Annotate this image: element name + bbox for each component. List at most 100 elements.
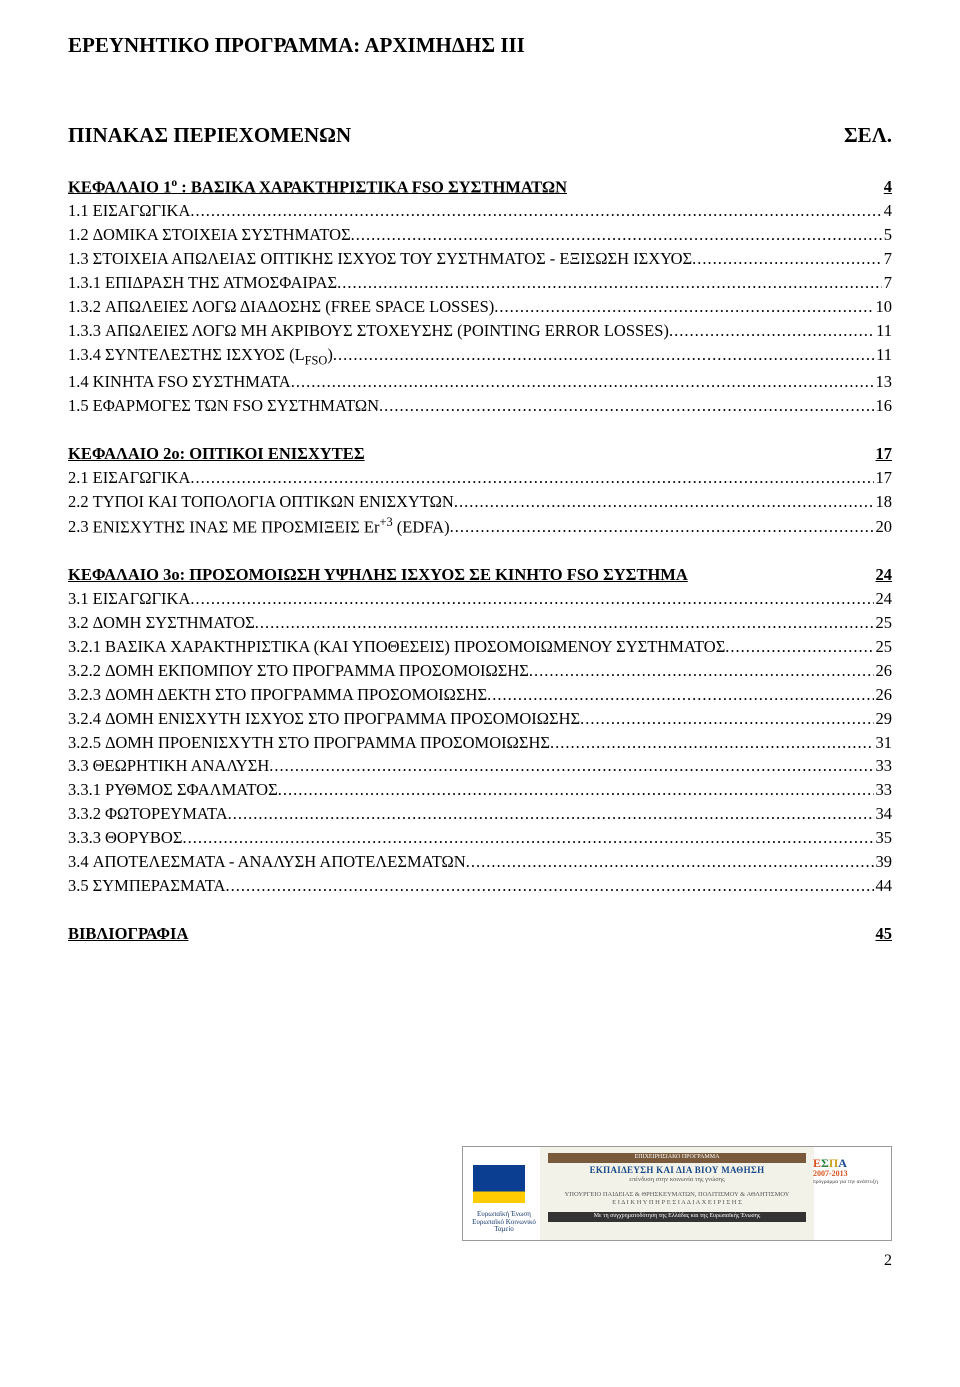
toc-entry: 3.3.1 ΡΥΘΜΟΣ ΣΦΑΛΜΑΤΟΣ33 (68, 778, 892, 802)
toc-entry-page: 24 (876, 587, 893, 611)
toc-leader-dots (487, 683, 873, 707)
toc-entry-number: 1.4 (68, 370, 89, 394)
toc-entry-number: 1.3.2 (68, 295, 101, 319)
chapter-title-text: ΚΕΦΑΛΑΙΟ 2ο: ΟΠΤΙΚΟΙ ΕΝΙΣΧΥΤΕΣ (68, 442, 365, 466)
toc-entry-number: 2.3 (68, 515, 89, 539)
footer-middle: ΕΠΙΧΕΙΡΗΣΙΑΚΟ ΠΡΟΓΡΑΜΜΑ ΕΚΠΑΙΔΕΥΣΗ ΚΑΙ Δ… (548, 1153, 806, 1222)
toc-entry-text: ΔΟΜΗ ΔΕΚΤΗ ΣΤΟ ΠΡΟΓΡΑΜΜΑ ΠΡΟΣΟΜΟΙΩΣΗΣ (105, 683, 487, 707)
toc-entry-number: 3.3 (68, 754, 89, 778)
toc-title: ΠΙΝΑΚΑΣ ΠΕΡΙΕΧΟΜΕΝΩΝ (68, 120, 351, 150)
toc-entry: 1.4 ΚΙΝΗΤΑ FSO ΣΥΣΤΗΜΑΤΑ 13 (68, 370, 892, 394)
toc-entry-text: ΔΟΜΗ ΣΥΣΤΗΜΑΤΟΣ (93, 611, 255, 635)
toc-entry-page: 33 (876, 778, 893, 802)
toc-entry-page: 7 (884, 271, 892, 295)
toc-title-page-label: ΣΕΛ. (844, 120, 892, 150)
toc-leader-dots (379, 394, 873, 418)
toc-entry-text: ΕΙΣΑΓΩΓΙΚΑ (93, 199, 191, 223)
toc-entry-text: ΔΟΜΗ ΕΚΠΟΜΠΟΥ ΣΤΟ ΠΡΟΓΡΑΜΜΑ ΠΡΟΣΟΜΟΙΩΣΗΣ (105, 659, 529, 683)
espa-sub: πρόγραμμα για την ανάπτυξη (813, 1179, 883, 1185)
toc-entry: 2.3 ΕΝΙΣΧΥΤΗΣ ΙΝΑΣ ΜΕ ΠΡΟΣΜΙΞΕΙΣ Er+3 (E… (68, 514, 892, 539)
bibliography-row: ΒΙΒΛΙΟΓΡΑΦΙΑ 45 (68, 922, 892, 946)
footer-cofund: Με τη συγχρηματοδότηση της Ελλάδας και τ… (548, 1212, 806, 1222)
footer-prog-title: ΕΚΠΑΙΔΕΥΣΗ ΚΑΙ ΔΙΑ ΒΙΟΥ ΜΑΘΗΣΗ (548, 1165, 806, 1177)
eu-line2: Ευρωπαϊκό Κοινωνικό Ταμείο (469, 1219, 539, 1234)
toc-entry-number: 3.2.1 (68, 635, 101, 659)
toc-entry-page: 44 (876, 874, 893, 898)
eu-flag-label: Ευρωπαϊκή Ένωση Ευρωπαϊκό Κοινωνικό Ταμε… (469, 1211, 539, 1234)
toc-entry-text: ΔΟΜΗ ΠΡΟΕΝΙΣΧΥΤΗ ΣΤΟ ΠΡΟΓΡΑΜΜΑ ΠΡΟΣΟΜΟΙΩ… (105, 731, 550, 755)
toc-entry: 2.1 ΕΙΣΑΓΩΓΙΚΑ17 (68, 466, 892, 490)
toc-leader-dots (190, 466, 873, 490)
toc-entry-page: 25 (876, 635, 893, 659)
toc-entry-number: 3.2.4 (68, 707, 101, 731)
toc-entry-page: 25 (876, 611, 893, 635)
chapter-page: 4 (884, 175, 892, 199)
toc-entry-page: 13 (876, 370, 893, 394)
toc-entry-text: ΒΑΣΙΚΑ ΧΑΡΑΚΤΗΡΙΣΤΙΚΑ (ΚΑΙ ΥΠΟΘΕΣΕΙΣ) ΠΡ… (105, 635, 725, 659)
toc-leader-dots (454, 490, 874, 514)
page-number: 2 (68, 1249, 892, 1272)
toc-entry-number: 3.2.2 (68, 659, 101, 683)
toc-entry-text: ΑΠΩΛΕΙΕΣ ΛΟΓΩ ΔΙΑΔΟΣΗΣ (FREE SPACE LOSSE… (105, 295, 494, 319)
toc-entry-page: 26 (876, 659, 893, 683)
toc-entry: 3.2 ΔΟΜΗ ΣΥΣΤΗΜΑΤΟΣ25 (68, 611, 892, 635)
toc-entry: 1.1 ΕΙΣΑΓΩΓΙΚΑ4 (68, 199, 892, 223)
toc-entry-number: 1.2 (68, 223, 89, 247)
toc-entry-text: ΕΙΣΑΓΩΓΙΚΑ (93, 587, 191, 611)
toc-leader-dots (550, 731, 873, 755)
toc-entry-page: 39 (876, 850, 893, 874)
toc-entry-number: 3.3.2 (68, 802, 101, 826)
toc-leader-dots (278, 778, 874, 802)
toc-entry-number: 1.3.1 (68, 271, 101, 295)
toc-entry-text: ΕΙΣΑΓΩΓΙΚΑ (93, 466, 191, 490)
toc-entry-text: ΑΠΩΛΕΙΕΣ ΛΟΓΩ ΜΗ ΑΚΡΙΒΟΥΣ ΣΤΟΧΕΥΣΗΣ (POI… (105, 319, 669, 343)
footer-prog-sub: επένδυση στην κοινωνία της γνώσης (548, 1176, 806, 1184)
toc-entry-number: 1.3.4 (68, 343, 101, 367)
toc-leader-dots (182, 826, 873, 850)
footer-ministry: ΥΠΟΥΡΓΕΙΟ ΠΑΙΔΕΙΑΣ & ΘΡΗΣΚΕΥΜΑΤΩΝ, ΠΟΛΙΤ… (548, 1191, 806, 1199)
toc-entry: 1.2 ΔΟΜΙΚΑ ΣΤΟΙΧΕΙΑ ΣΥΣΤΗΜΑΤΟΣ5 (68, 223, 892, 247)
toc-entry: 3.3.3 ΘΟΡΥΒΟΣ35 (68, 826, 892, 850)
chapter-title-text: ΚΕΦΑΛΑΙΟ 1ο : ΒΑΣΙΚΑ ΧΑΡΑΚΤΗΡΙΣΤΙΚΑ FSO … (68, 175, 567, 199)
toc-entry: 1.3 ΣΤΟΙΧΕΙΑ ΑΠΩΛΕΙΑΣ ΟΠΤΙΚΗΣ ΙΣΧΥΟΣ ΤΟΥ… (68, 247, 892, 271)
page-footer: Ευρωπαϊκή Ένωση Ευρωπαϊκό Κοινωνικό Ταμε… (68, 1146, 892, 1241)
footer-prog-bar: ΕΠΙΧΕΙΡΗΣΙΑΚΟ ΠΡΟΓΡΑΜΜΑ (548, 1153, 806, 1163)
toc-leader-dots (494, 295, 873, 319)
toc-entry-number: 3.3.3 (68, 826, 101, 850)
toc-entry: 3.2.1 ΒΑΣΙΚΑ ΧΑΡΑΚΤΗΡΙΣΤΙΚΑ (ΚΑΙ ΥΠΟΘΕΣΕ… (68, 635, 892, 659)
toc-leader-dots (190, 199, 881, 223)
toc-leader-dots (225, 874, 873, 898)
toc-entry-page: 34 (876, 802, 893, 826)
toc-leader-dots (291, 370, 874, 394)
toc-entry-page: 20 (876, 515, 893, 539)
toc-leader-dots (466, 850, 874, 874)
toc-leader-dots (692, 247, 882, 271)
chapter-title-text: ΚΕΦΑΛΑΙΟ 3ο: ΠΡΟΣΟΜΟΙΩΣΗ ΥΨΗΛΗΣ ΙΣΧΥΟΣ Σ… (68, 563, 688, 587)
toc-entry-text: ΣΤΟΙΧΕΙΑ ΑΠΩΛΕΙΑΣ ΟΠΤΙΚΗΣ ΙΣΧΥΟΣ ΤΟΥ ΣΥΣ… (93, 247, 692, 271)
toc-entry-page: 7 (884, 247, 892, 271)
toc-entry-page: 11 (876, 319, 892, 343)
chapter-title: ΚΕΦΑΛΑΙΟ 1ο : ΒΑΣΙΚΑ ΧΑΡΑΚΤΗΡΙΣΤΙΚΑ FSO … (68, 175, 892, 199)
toc-entry-text: ΚΙΝΗΤΑ FSO ΣΥΣΤΗΜΑΤΑ (93, 370, 291, 394)
toc-entry-number: 1.5 (68, 394, 89, 418)
toc-entry: 3.3.2 ΦΩΤΟΡΕΥΜΑΤΑ34 (68, 802, 892, 826)
toc-entry-text: ΣΥΝΤΕΛΕΣΤΗΣ ΙΣΧΥΟΣ (LFSO) (105, 343, 333, 370)
toc-entry: 1.3.2 ΑΠΩΛΕΙΕΣ ΛΟΓΩ ΔΙΑΔΟΣΗΣ (FREE SPACE… (68, 295, 892, 319)
toc-entry: 1.3.4 ΣΥΝΤΕΛΕΣΤΗΣ ΙΣΧΥΟΣ (LFSO) 11 (68, 343, 892, 370)
chapter-page: 17 (876, 442, 893, 466)
toc-entry-page: 26 (876, 683, 893, 707)
toc-entry-page: 11 (876, 343, 892, 367)
toc-leader-dots (351, 223, 882, 247)
toc-entry-page: 33 (876, 754, 893, 778)
toc-entry-text: ΤΥΠΟΙ ΚΑΙ ΤΟΠΟΛΟΓΙΑ ΟΠΤΙΚΩΝ ΕΝΙΣΧΥΤΩΝ (93, 490, 454, 514)
toc-leader-dots (580, 707, 873, 731)
toc-entry-text: ΕΠΙΔΡΑΣΗ ΤΗΣ ΑΤΜΟΣΦΑΙΡΑΣ (105, 271, 337, 295)
toc-entry-text: ΕΦΑΡΜΟΓΕΣ ΤΩΝ FSO ΣΥΣΤΗΜΑΤΩΝ (93, 394, 379, 418)
toc-leader-dots (255, 611, 874, 635)
toc-entry-number: 2.2 (68, 490, 89, 514)
toc-entry-page: 5 (884, 223, 892, 247)
toc-entry-text: ΕΝΙΣΧΥΤΗΣ ΙΝΑΣ ΜΕ ΠΡΟΣΜΙΞΕΙΣ Er+3 (EDFA) (93, 514, 450, 539)
toc-entry-number: 3.2.3 (68, 683, 101, 707)
toc-leader-dots (269, 754, 873, 778)
toc-entry-page: 10 (876, 295, 893, 319)
